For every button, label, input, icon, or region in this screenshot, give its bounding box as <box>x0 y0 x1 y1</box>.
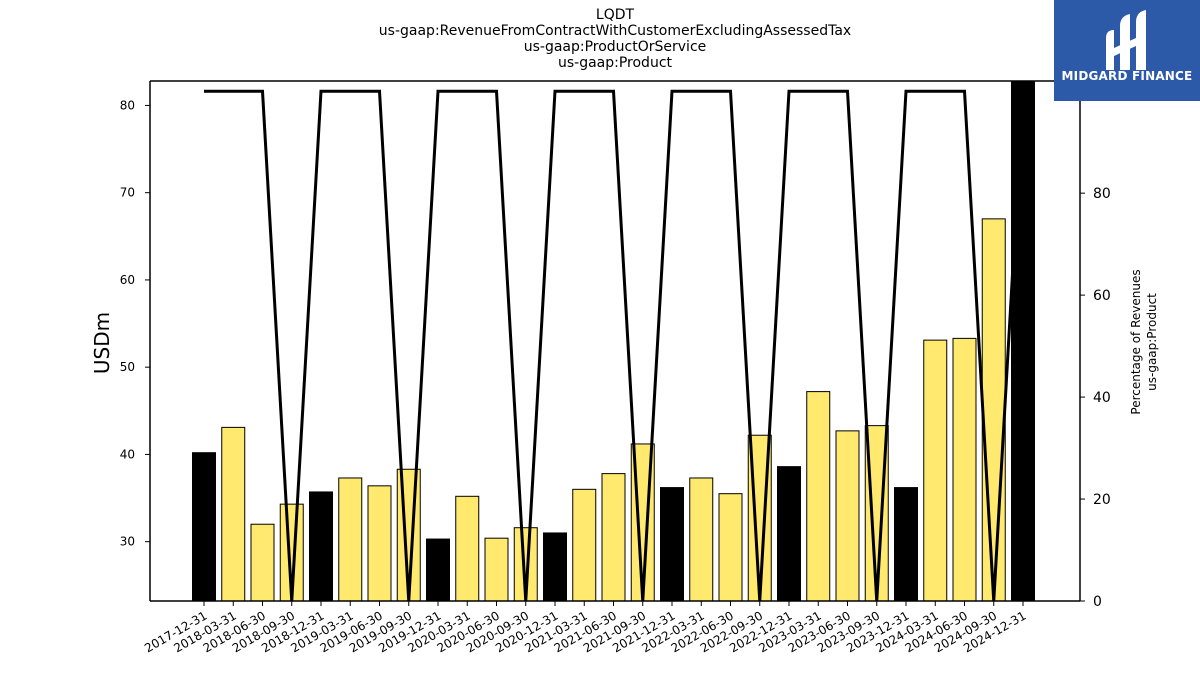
bar-2024-09-30 <box>981 218 1006 602</box>
y-tick-label: 60 <box>120 273 135 287</box>
bar-2019-03-31 <box>338 477 363 602</box>
chart-title: LQDT <box>595 7 635 23</box>
chart-subtitle-concept: us-gaap:RevenueFromContractWithCustomerE… <box>378 23 852 39</box>
bar-2023-12-31 <box>894 487 918 602</box>
bar-2024-12-31 <box>1011 80 1035 602</box>
bar-2022-06-30 <box>718 493 743 602</box>
bar-2021-03-31 <box>572 488 597 602</box>
bar-2021-06-30 <box>601 473 626 602</box>
y-axis-label: USDm <box>90 312 114 374</box>
chart-subtitle-axis: us-gaap:ProductOrService <box>523 39 707 55</box>
bar-series <box>192 80 1035 602</box>
percentage-line-series <box>204 89 1025 602</box>
bar-2023-06-30 <box>835 430 860 602</box>
y2-axis-label-line1: Percentage of Revenues <box>1129 269 1143 414</box>
percentage-line <box>204 89 1025 602</box>
bar-2019-12-31 <box>426 538 450 602</box>
y-tick-label: 40 <box>120 447 135 461</box>
right-y-ticks: 020406080100 <box>1080 84 1120 610</box>
bar-2021-12-31 <box>660 487 684 602</box>
y2-tick-label: 40 <box>1093 390 1111 406</box>
bar-2022-03-31 <box>689 477 714 602</box>
y-tick-label: 80 <box>120 98 135 112</box>
y-tick-label: 50 <box>120 360 135 374</box>
bar-2018-12-31 <box>309 491 333 602</box>
bar-2023-03-31 <box>806 391 831 602</box>
y2-tick-label: 80 <box>1093 186 1111 202</box>
axes <box>149 80 1081 602</box>
y-tick-label: 70 <box>120 186 135 200</box>
bar-2018-06-30 <box>250 523 275 602</box>
logo-text: MIDGARD FINANCE <box>1061 69 1193 83</box>
brand-logo: MIDGARD FINANCE <box>1054 0 1200 101</box>
bar-2024-03-31 <box>923 339 948 602</box>
y2-tick-label: 60 <box>1093 288 1111 304</box>
bar-2022-12-31 <box>777 466 801 602</box>
y-tick-label: 30 <box>120 535 135 549</box>
y2-tick-label: 0 <box>1093 594 1102 610</box>
bar-2020-12-31 <box>543 532 567 602</box>
bar-2024-06-30 <box>952 337 977 602</box>
bar-2017-12-31 <box>192 452 216 602</box>
x-ticks: 2017-12-312018-03-312018-06-302018-09-30… <box>142 601 1029 655</box>
bar-2020-06-30 <box>484 537 509 602</box>
logo-mark-icon <box>1106 10 1146 70</box>
bar-2018-03-31 <box>221 426 246 602</box>
left-y-ticks: 30 40 50 60 70 80 <box>120 98 150 549</box>
chart-subtitle-member: us-gaap:Product <box>557 55 673 71</box>
bar-2020-03-31 <box>455 495 480 602</box>
bar-2019-06-30 <box>367 485 392 602</box>
y2-tick-label: 20 <box>1093 492 1111 508</box>
y2-axis-label-line2: us-gaap:Product <box>1145 293 1159 391</box>
